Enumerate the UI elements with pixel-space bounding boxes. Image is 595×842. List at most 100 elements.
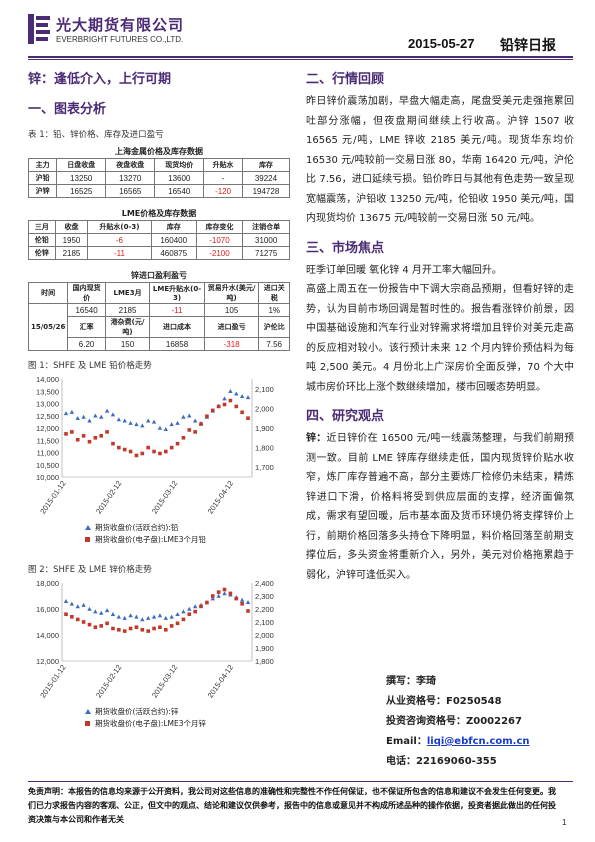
y-tick-label-left: 14,000 bbox=[36, 631, 59, 640]
shanghai-table: 主力 日盘收盘 夜盘收盘 现货均价 升贴水 库存 沪铅 13250 13270 … bbox=[27, 158, 291, 198]
table-cell: 伦锌 bbox=[28, 246, 56, 260]
y-tick-label-right: 2,200 bbox=[255, 605, 274, 614]
data-point-square bbox=[205, 600, 209, 605]
data-point-triangle bbox=[187, 606, 192, 611]
table-header: 主力 bbox=[27, 158, 58, 172]
data-point-square bbox=[222, 402, 227, 407]
y-tick-label-left: 14,000 bbox=[36, 375, 59, 384]
table-cell: 71275 bbox=[242, 246, 290, 260]
legend-marker-triangle bbox=[85, 709, 91, 714]
data-point-square bbox=[199, 422, 203, 426]
data-point-square bbox=[187, 612, 192, 616]
data-point-triangle bbox=[87, 418, 92, 423]
zinc-price-chart: 12,000 14,000 16,000 18,000 1,800 1,900 2,000 2… bbox=[28, 577, 290, 745]
phone-label: 电话： bbox=[386, 756, 416, 767]
table-date-cell: 15/05/26 bbox=[27, 303, 69, 351]
data-point-triangle bbox=[181, 414, 186, 419]
data-point-square bbox=[105, 430, 109, 434]
page-number: 1 bbox=[562, 818, 567, 827]
data-point-square bbox=[240, 410, 244, 415]
x-tick-label: 2015-01-12 bbox=[38, 663, 67, 700]
data-point-triangle bbox=[81, 414, 86, 419]
data-point-triangle bbox=[69, 601, 75, 606]
table-cell: -318 bbox=[203, 337, 260, 351]
data-point-square bbox=[111, 441, 115, 446]
data-point-square bbox=[146, 629, 150, 633]
email-link[interactable]: liqi@ebfcn.com.cn bbox=[426, 736, 530, 747]
data-point-square bbox=[169, 624, 174, 628]
data-point-square bbox=[210, 594, 215, 598]
invest-qualification-number: Z0002267 bbox=[466, 716, 522, 727]
data-point-square bbox=[164, 628, 168, 632]
x-tick-label: 2015-03-12 bbox=[150, 663, 179, 700]
y-tick-label-right: 1,900 bbox=[255, 644, 274, 653]
data-point-square bbox=[117, 628, 121, 632]
section-research-view: 四、研究观点 bbox=[306, 409, 385, 424]
table-cell: 105 bbox=[203, 303, 260, 317]
market-focus-headline: 旺季订单回暖 氧化锌 4 月开工率大幅回升。 bbox=[306, 264, 502, 276]
data-point-square bbox=[93, 625, 98, 629]
y-tick-label-left: 12,500 bbox=[36, 412, 59, 421]
lead-chart-svg: 10,000 10,500 11,000 11,500 12,000 12,500 13,0… bbox=[36, 375, 274, 544]
data-point-square bbox=[199, 604, 203, 609]
table-row: 伦锌 2185 -11 460875 -2100 71275 bbox=[28, 246, 290, 260]
report-header: 光大期货有限公司 EVERBRIGHT FUTURES CO.,LTD. 201… bbox=[0, 0, 595, 62]
legend-label: 期货收盘价(电子盘):LME3个月铅 bbox=[95, 534, 207, 544]
data-point-square bbox=[152, 449, 156, 454]
data-point-square bbox=[140, 628, 145, 632]
y-tick-label-left: 10,000 bbox=[36, 473, 59, 482]
legend-marker-square bbox=[85, 721, 90, 726]
table-cell: 31000 bbox=[242, 233, 290, 247]
author-name: 李琦 bbox=[416, 676, 436, 687]
data-point-square bbox=[134, 625, 139, 629]
data-point-triangle bbox=[157, 425, 163, 430]
data-point-triangle bbox=[87, 606, 92, 611]
data-point-square bbox=[146, 445, 150, 450]
data-point-triangle bbox=[69, 409, 75, 414]
data-point-triangle bbox=[140, 423, 145, 428]
data-point-triangle bbox=[128, 613, 133, 618]
table-cell: 16565 bbox=[105, 184, 156, 198]
table-header: 时间 bbox=[27, 282, 69, 304]
data-point-triangle bbox=[181, 609, 186, 614]
legend-marker-triangle bbox=[85, 525, 91, 530]
x-tick-label: 2015-04-12 bbox=[206, 663, 235, 700]
table-header: 进口关税 bbox=[258, 282, 290, 304]
data-point-square bbox=[158, 451, 162, 456]
table-row: 15/05/26 16540 2185 -11 105 1% bbox=[27, 303, 290, 351]
data-point-triangle bbox=[187, 413, 192, 418]
data-point-triangle bbox=[99, 414, 104, 419]
y-tick-label-right: 2,400 bbox=[255, 579, 274, 588]
x-tick-label: 2015-02-12 bbox=[94, 663, 123, 700]
x-tick-label: 2015-04-12 bbox=[206, 479, 235, 516]
research-view-text: 锌：近日锌价在 16500 元/吨一线震荡整理，与我们前期预测一致。目前 LME… bbox=[306, 429, 574, 585]
data-point-square bbox=[216, 590, 221, 594]
data-point-triangle bbox=[245, 395, 251, 400]
data-point-square bbox=[81, 620, 86, 624]
phone-number: 22169060-355 bbox=[416, 756, 497, 767]
y-tick-label-right: 2,300 bbox=[255, 592, 274, 601]
qualification-row: 从业资格号：F0250548 bbox=[386, 692, 530, 712]
import-table-title: 锌进口盈利盈亏 bbox=[131, 271, 187, 280]
section-chart-analysis: 一、图表分析 bbox=[28, 102, 107, 117]
table-header: 贸易升水(美元/吨) bbox=[203, 282, 260, 304]
y-tick-label-right: 2,100 bbox=[255, 385, 274, 394]
table-cell: 伦铅 bbox=[28, 233, 56, 247]
data-point-square bbox=[164, 449, 168, 454]
data-point-square bbox=[64, 432, 68, 436]
y-tick-label-right: 1,800 bbox=[255, 444, 274, 453]
data-point-triangle bbox=[110, 612, 116, 616]
data-point-square bbox=[181, 436, 186, 440]
data-point-square bbox=[246, 416, 250, 420]
y-tick-label-left: 18,000 bbox=[36, 579, 59, 588]
table-cell: -120 bbox=[203, 184, 243, 198]
x-tick-label: 2015-03-12 bbox=[150, 479, 179, 516]
table-cell: 13250 bbox=[56, 171, 107, 185]
company-name-cn: 光大期货有限公司 bbox=[56, 16, 185, 34]
table-cell: -11 bbox=[149, 303, 205, 317]
data-point-square bbox=[99, 434, 104, 438]
data-point-square bbox=[205, 414, 209, 419]
table-header: 升贴水 bbox=[203, 158, 243, 172]
data-point-triangle bbox=[128, 420, 133, 425]
data-point-triangle bbox=[175, 420, 180, 425]
